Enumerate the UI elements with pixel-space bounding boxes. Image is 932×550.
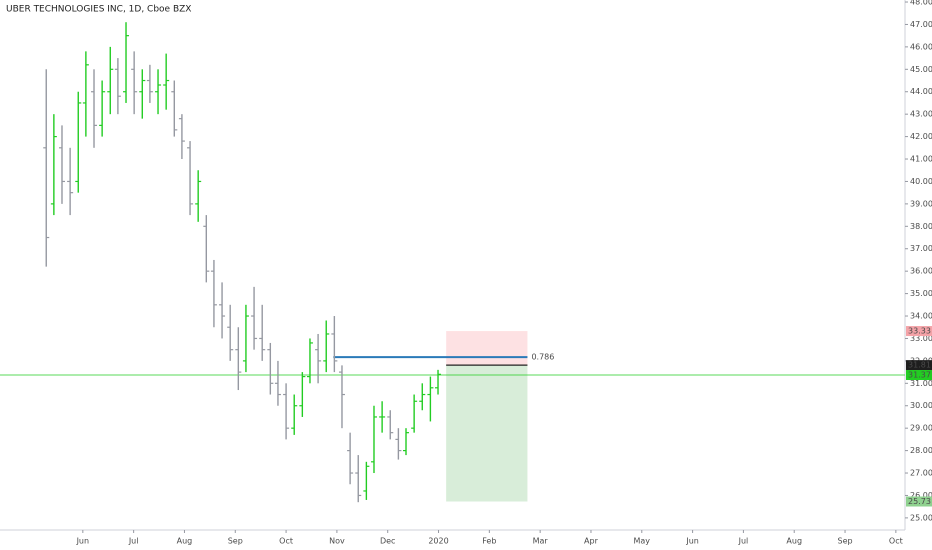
price-tag [906, 326, 932, 337]
y-tick-label: 44.00 [910, 87, 932, 96]
fib-label: 0.786 [531, 353, 554, 362]
y-tick-label: 46.00 [910, 42, 932, 51]
x-tick-label: Feb [482, 537, 496, 546]
x-tick-label: Aug [786, 537, 802, 546]
price-tag [906, 496, 932, 507]
x-tick-label: Jul [738, 537, 749, 546]
y-tick-label: 43.00 [910, 110, 932, 119]
chart-title: UBER TECHNOLOGIES INC, 1D, Cboe BZX [6, 5, 191, 15]
y-tick-label: 41.00 [910, 155, 932, 164]
y-tick-label: 34.00 [910, 312, 932, 321]
x-tick-label: Jun [685, 537, 699, 546]
y-tick-label: 42.00 [910, 132, 932, 141]
stop-zone [446, 331, 528, 366]
target-zone [446, 365, 528, 502]
y-tick-label: 39.00 [910, 199, 932, 208]
x-tick-label: Sep [228, 537, 243, 546]
y-tick-label: 47.00 [910, 20, 932, 29]
y-tick-label: 36.00 [910, 267, 932, 276]
price-tag-label: 33.33 [908, 327, 931, 336]
y-tick-label: 48.00 [910, 0, 932, 7]
price-tag [906, 360, 932, 371]
x-tick-label: May [634, 537, 651, 546]
y-tick-label: 29.00 [910, 424, 932, 433]
y-tick-label: 28.00 [910, 446, 932, 455]
price-tag-label: 25.73 [908, 497, 931, 506]
x-tick-label: Mar [533, 537, 549, 546]
y-tick-label: 33.00 [910, 334, 932, 343]
x-tick-label: Nov [329, 537, 345, 546]
y-tick-label: 38.00 [910, 222, 932, 231]
x-tick-label: Jul [128, 537, 139, 546]
y-tick-label: 25.00 [910, 513, 932, 522]
x-tick-label: Jun [76, 537, 90, 546]
y-tick-label: 27.00 [910, 469, 932, 478]
y-tick-label: 40.00 [910, 177, 932, 186]
x-tick-label: Oct [279, 537, 293, 546]
y-tick-label: 45.00 [910, 65, 932, 74]
y-tick-label: 26.00 [910, 491, 932, 500]
x-tick-label: Sep [838, 537, 853, 546]
x-tick-label: Apr [584, 537, 599, 546]
price-tag-label: 31.81 [908, 361, 931, 370]
y-tick-label: 31.00 [910, 379, 932, 388]
x-tick-label: 2020 [428, 537, 448, 546]
x-tick-label: Aug [177, 537, 193, 546]
price-tag [906, 370, 932, 381]
y-tick-label: 30.00 [910, 401, 932, 410]
x-tick-label: Dec [380, 537, 395, 546]
price-tag-label: 31.37 [908, 371, 931, 380]
y-tick-label: 37.00 [910, 244, 932, 253]
y-tick-label: 35.00 [910, 289, 932, 298]
x-tick-label: Oct [889, 537, 903, 546]
